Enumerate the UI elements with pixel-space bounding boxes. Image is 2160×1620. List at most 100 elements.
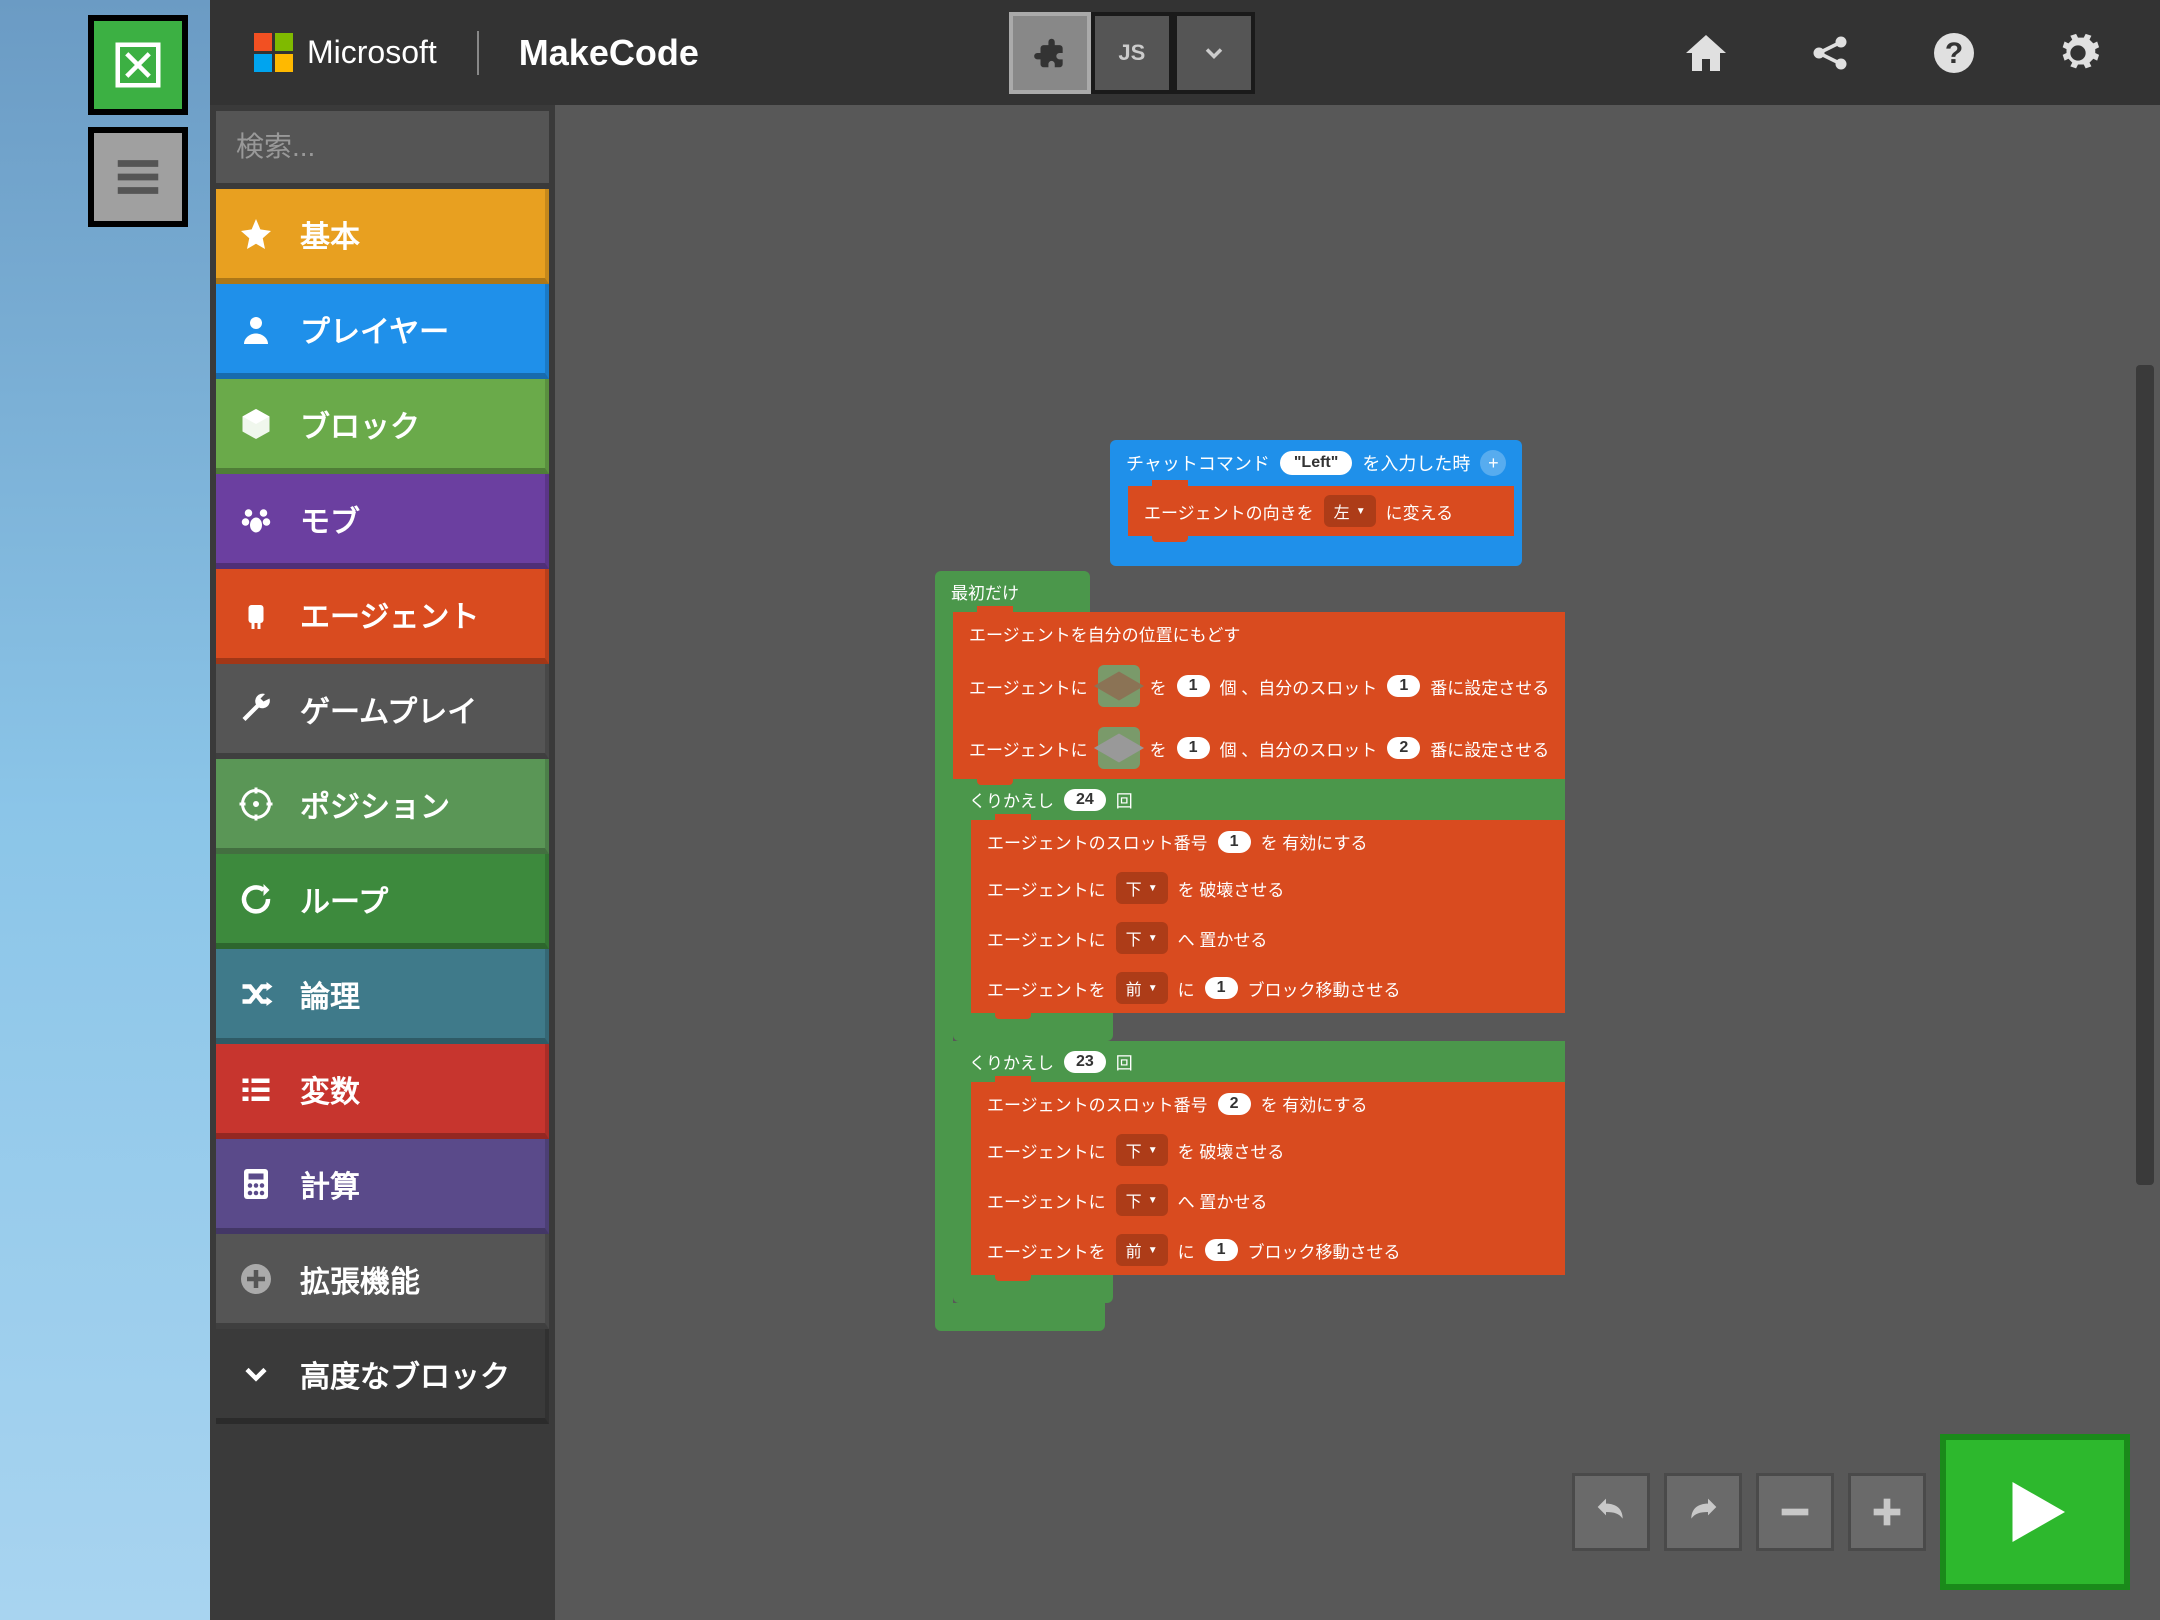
direction-dropdown[interactable]: 下▼ [1116,1134,1168,1166]
agent-place-block[interactable]: エージェントに 下▼ へ 置かせる [971,913,1565,963]
chevron-icon [236,1354,276,1394]
agent-destroy-block[interactable]: エージェントに 下▼ を 破壊させる [971,1125,1565,1175]
category-label: ゲームプレイ [300,687,477,731]
category-plus[interactable]: 拡張機能 [216,1234,549,1329]
command-name[interactable]: "Left" [1280,451,1353,475]
category-wrench[interactable]: ゲームプレイ [216,664,549,759]
agent-slot-block[interactable]: エージェントのスロット番号 2 を 有効にする [971,1082,1565,1125]
category-user[interactable]: プレイヤー [216,284,549,379]
number-input[interactable]: 1 [1177,675,1210,697]
zoom-in-button[interactable] [1848,1473,1926,1551]
direction-dropdown[interactable]: 下▼ [1116,1184,1168,1216]
play-button[interactable] [1940,1434,2130,1590]
zoom-out-button[interactable] [1756,1473,1834,1551]
microsoft-squares-icon [254,33,293,72]
chevron-down-icon [1200,39,1228,67]
category-label: 高度なブロック [300,1352,510,1396]
game-button[interactable] [88,15,188,115]
category-list[interactable]: 変数 [216,1044,549,1139]
category-robot[interactable]: エージェント [216,569,549,664]
category-cube[interactable]: ブロック [216,379,549,474]
direction-dropdown[interactable]: 前▼ [1116,1234,1168,1266]
category-target[interactable]: ポジション [216,759,549,854]
loop-icon [236,879,276,919]
undo-button[interactable] [1572,1473,1650,1551]
number-input[interactable]: 23 [1064,1051,1106,1073]
agent-slot-block[interactable]: エージェントのスロット番号 1 を 有効にする [971,820,1565,863]
category-calc[interactable]: 計算 [216,1139,549,1234]
category-loop[interactable]: ループ [216,854,549,949]
agent-turn-block[interactable]: エージェントの向きを 左▼ に変える [1128,486,1514,536]
repeat-block[interactable]: くりかえし 23 回 [953,1041,1565,1082]
view-dropdown-button[interactable] [1173,12,1255,94]
number-input[interactable]: 1 [1205,977,1238,999]
category-star[interactable]: 基本 [216,189,549,284]
number-input[interactable]: 1 [1205,1239,1238,1261]
list-icon [236,1069,276,1109]
agent-teleport-block[interactable]: エージェントを自分の位置にもどす [953,612,1565,655]
user-icon [236,309,276,349]
category-shuffle[interactable]: 論理 [216,949,549,1044]
blocks-view-button[interactable] [1009,12,1091,94]
agent-move-block[interactable]: エージェントを 前▼ に 1 ブロック移動させる [971,963,1565,1013]
microsoft-text: Microsoft [307,34,437,71]
category-label: 変数 [300,1067,360,1111]
share-icon [1808,31,1852,75]
repeat-block[interactable]: くりかえし 24 回 [953,779,1565,820]
category-label: ポジション [300,782,450,826]
on-start-stack[interactable]: 最初だけ エージェントを自分の位置にもどす エージェントに を 1 個 、自分の… [935,571,1565,1331]
wrench-icon [236,689,276,729]
header-divider [477,31,479,75]
chat-command-stack[interactable]: チャットコマンド "Left" を入力した時 + エージェントの向きを 左▼ に… [1110,440,1522,566]
play-icon [1990,1467,2080,1557]
shuffle-icon [236,974,276,1014]
redo-icon [1683,1492,1723,1532]
plus-icon [1867,1492,1907,1532]
number-input[interactable]: 24 [1064,789,1106,811]
category-label: 基本 [300,212,360,256]
category-label: 計算 [300,1162,360,1206]
number-input[interactable]: 1 [1177,737,1210,759]
home-icon [1682,29,1730,77]
home-button[interactable] [1676,23,1736,83]
number-input[interactable]: 1 [1218,831,1251,853]
canvas[interactable]: チャットコマンド "Left" を入力した時 + エージェントの向きを 左▼ に… [555,105,2160,1620]
star-icon [236,214,276,254]
add-param-button[interactable]: + [1480,450,1506,476]
help-button[interactable]: ? [1924,23,1984,83]
category-paw[interactable]: モブ [216,474,549,569]
redo-button[interactable] [1664,1473,1742,1551]
direction-dropdown[interactable]: 左▼ [1324,495,1376,527]
content: 基本プレイヤーブロックモブエージェントゲームプレイポジションループ論理変数計算拡… [210,105,2160,1620]
agent-move-block[interactable]: エージェントを 前▼ に 1 ブロック移動させる [971,1225,1565,1275]
direction-dropdown[interactable]: 下▼ [1116,872,1168,904]
category-chevron[interactable]: 高度なブロック [216,1329,549,1424]
robot-icon [236,594,276,634]
direction-dropdown[interactable]: 下▼ [1116,922,1168,954]
minus-icon [1775,1492,1815,1532]
item-picker[interactable] [1098,727,1140,769]
hat-text: チャットコマンド [1126,450,1270,476]
number-input[interactable]: 2 [1218,1093,1251,1115]
category-label: プレイヤー [300,307,449,351]
direction-dropdown[interactable]: 前▼ [1116,972,1168,1004]
number-input[interactable]: 2 [1387,737,1420,759]
agent-set-item-block[interactable]: エージェントに を 1 個 、自分のスロット 1 番に設定させる [953,655,1565,717]
menu-button[interactable] [88,127,188,227]
search-input[interactable] [236,131,597,163]
calc-icon [236,1164,276,1204]
agent-destroy-block[interactable]: エージェントに 下▼ を 破壊させる [971,863,1565,913]
agent-set-item-block[interactable]: エージェントに を 1 個 、自分のスロット 2 番に設定させる [953,717,1565,779]
game-strip [0,0,210,1620]
target-icon [236,784,276,824]
canvas-scrollbar[interactable] [2136,365,2154,1185]
search-box [216,111,549,183]
help-icon: ? [1930,29,1978,77]
bottom-controls [1572,1434,2130,1590]
share-button[interactable] [1800,23,1860,83]
js-view-button[interactable]: JS [1091,12,1173,94]
settings-button[interactable] [2048,23,2108,83]
number-input[interactable]: 1 [1387,675,1420,697]
item-picker[interactable] [1098,665,1140,707]
agent-place-block[interactable]: エージェントに 下▼ へ 置かせる [971,1175,1565,1225]
